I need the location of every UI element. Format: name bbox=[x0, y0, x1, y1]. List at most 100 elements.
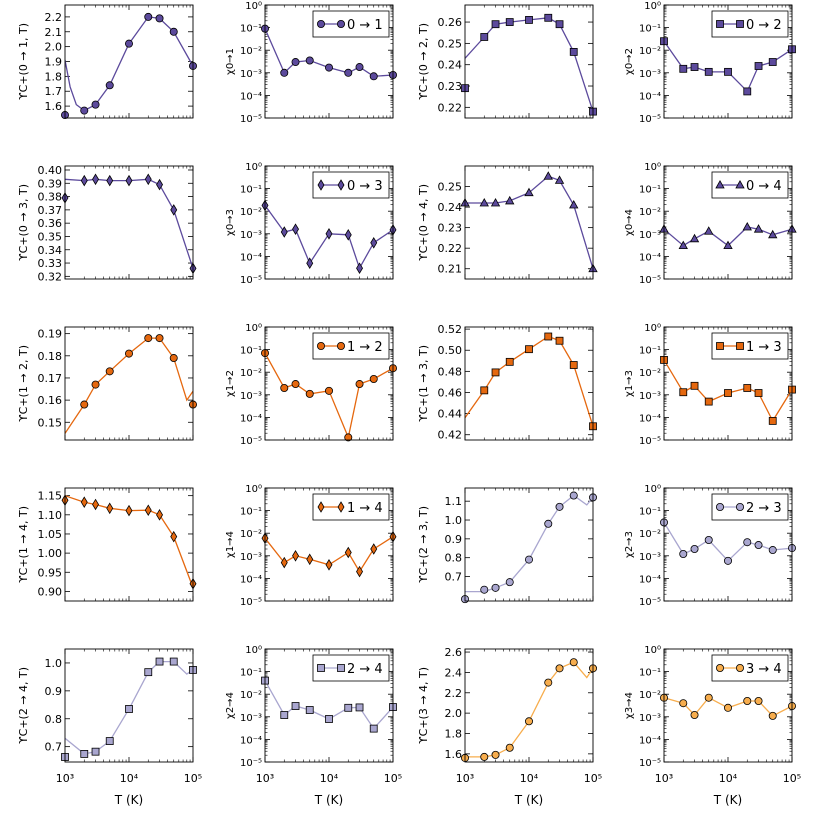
data-point bbox=[743, 538, 752, 547]
y-tick-label: 10⁻² bbox=[240, 207, 262, 218]
data-point bbox=[344, 546, 352, 559]
y-tick-label: 10⁰ bbox=[245, 1, 262, 12]
y-tick-label: 10⁻¹ bbox=[639, 185, 661, 196]
panel-chi-0to4: 10⁻⁵ 10⁻⁴ 10⁻³ 10⁻² 10⁻¹ 10⁰ χ0→4 0 → 4 bbox=[624, 162, 797, 286]
y-tick-label: 0.38 bbox=[38, 191, 63, 204]
data-point bbox=[105, 367, 114, 376]
y-tick-label: 0.18 bbox=[38, 350, 63, 363]
y-tick-label: 0.50 bbox=[438, 344, 463, 357]
legend-box bbox=[711, 332, 789, 360]
plot-frame bbox=[64, 4, 194, 119]
legend-label: 0 → 1 bbox=[347, 18, 383, 33]
y-tick-label: 1.10 bbox=[38, 509, 63, 522]
data-point bbox=[291, 380, 300, 389]
legend-marker bbox=[716, 20, 724, 28]
panel-upsilon-0to3: 0.320.330.340.350.360.370.380.390.40 ϒC+(… bbox=[17, 164, 197, 283]
data-point bbox=[743, 697, 752, 706]
y-tick-label: 10⁻⁵ bbox=[240, 758, 262, 769]
data-point bbox=[355, 380, 364, 389]
y-axis-label: ϒC+(2 → 3, T) bbox=[417, 506, 430, 583]
data-point bbox=[723, 240, 733, 250]
data-point bbox=[292, 223, 300, 235]
legend-marker bbox=[337, 664, 345, 672]
panel-chi-0to3: 10⁻⁵ 10⁻⁴ 10⁻³ 10⁻² 10⁻¹ 10⁰ χ0→3 0 → 3 bbox=[225, 162, 397, 286]
plot-frame bbox=[264, 487, 394, 602]
y-tick-label: 10⁻² bbox=[639, 690, 661, 701]
data-point bbox=[679, 64, 688, 73]
y-tick-label: 10⁻⁵ bbox=[240, 275, 262, 286]
panel-upsilon-3to4: 1.6 1.8 2.0 2.2 2.4 2.6 ϒC+(3 → 4, T) bbox=[417, 646, 598, 763]
data-point bbox=[155, 657, 164, 666]
y-tick-label: 10⁻² bbox=[639, 46, 661, 57]
y-tick-label: 2.4 bbox=[445, 666, 463, 679]
y-tick-label: 0.24 bbox=[438, 59, 463, 72]
data-point bbox=[569, 361, 578, 369]
data-point bbox=[480, 33, 489, 41]
data-point bbox=[768, 417, 777, 425]
data-point bbox=[524, 187, 534, 197]
data-point bbox=[690, 381, 699, 390]
panel-chi-2to3: 10⁻⁵ 10⁻⁴ 10⁻³ 10⁻² 10⁻¹ 10⁰ χ2→3 2 → 3 bbox=[624, 484, 797, 608]
y-axis-label: χ1→3 bbox=[624, 370, 635, 397]
data-point bbox=[80, 106, 89, 115]
y-tick-label: 10⁰ bbox=[644, 162, 661, 173]
data-point bbox=[724, 389, 732, 397]
data-point bbox=[490, 197, 501, 207]
data-point bbox=[555, 336, 564, 345]
data-point bbox=[704, 397, 713, 406]
y-tick-label: 0.24 bbox=[438, 201, 463, 214]
data-point bbox=[169, 354, 178, 363]
data-point bbox=[768, 711, 777, 720]
y-tick-label: 10⁻³ bbox=[639, 552, 661, 563]
data-point bbox=[344, 703, 353, 712]
y-tick-label: 10⁻⁵ bbox=[240, 597, 262, 608]
y-tick-label: 10⁰ bbox=[644, 323, 661, 334]
y-tick-label: 10⁰ bbox=[644, 645, 661, 656]
y-axis-label: ϒC+(2 → 4, T) bbox=[17, 667, 30, 744]
y-tick-label: 10⁻² bbox=[240, 46, 262, 57]
y-tick-label: 0.26 bbox=[438, 16, 463, 29]
data-point bbox=[344, 229, 352, 241]
data-point bbox=[743, 384, 752, 392]
data-point bbox=[569, 48, 578, 56]
data-point bbox=[724, 556, 733, 565]
legend-marker bbox=[716, 342, 724, 350]
data-point bbox=[689, 233, 700, 243]
data-point bbox=[156, 509, 164, 521]
data-point bbox=[155, 334, 164, 343]
data-point bbox=[525, 16, 533, 24]
y-tick-label: 1.00 bbox=[38, 547, 63, 560]
y-tick-label: 0.90 bbox=[38, 585, 63, 598]
data-point bbox=[544, 519, 553, 528]
plot-frame bbox=[663, 648, 793, 763]
data-point bbox=[291, 58, 300, 67]
data-point bbox=[544, 678, 553, 687]
data-point bbox=[704, 536, 713, 545]
y-axis-label: χ2→3 bbox=[624, 531, 635, 558]
legend-label: 1 → 3 bbox=[746, 340, 782, 355]
legend-marker bbox=[336, 341, 345, 350]
y-axis-label: χ0→1 bbox=[225, 48, 236, 75]
y-tick-label: 10⁻³ bbox=[639, 713, 661, 724]
x-tick-label: 10³ bbox=[655, 772, 673, 785]
y-tick-label: 1.0 bbox=[45, 657, 63, 670]
y-tick-label: 10⁻⁵ bbox=[639, 436, 661, 447]
panel-chi-2to4: 10⁻⁵ 10⁻⁴ 10⁻³ 10⁻² 10⁻¹ 10⁰ χ2→4 2 → 4 bbox=[225, 645, 397, 769]
legend-label: 1 → 2 bbox=[347, 340, 383, 355]
data-point bbox=[754, 541, 763, 550]
data-point bbox=[356, 565, 364, 578]
series-line bbox=[65, 660, 193, 755]
data-point bbox=[704, 693, 713, 702]
data-point bbox=[356, 262, 364, 274]
data-point bbox=[91, 100, 100, 109]
y-tick-label: 1.6 bbox=[45, 100, 63, 113]
y-tick-label: 10⁻⁴ bbox=[240, 735, 262, 746]
data-point bbox=[480, 386, 489, 395]
data-point bbox=[479, 197, 489, 207]
y-tick-label: 2.0 bbox=[445, 707, 463, 720]
legend-marker bbox=[316, 341, 325, 350]
y-tick-label: 10⁻² bbox=[639, 368, 661, 379]
plot-frame bbox=[464, 4, 594, 119]
panel-chi-0to2: 10⁻⁵ 10⁻⁴ 10⁻³ 10⁻² 10⁻¹ 10⁰ χ0→2 0 → 2 bbox=[624, 1, 796, 125]
data-point bbox=[144, 668, 153, 677]
